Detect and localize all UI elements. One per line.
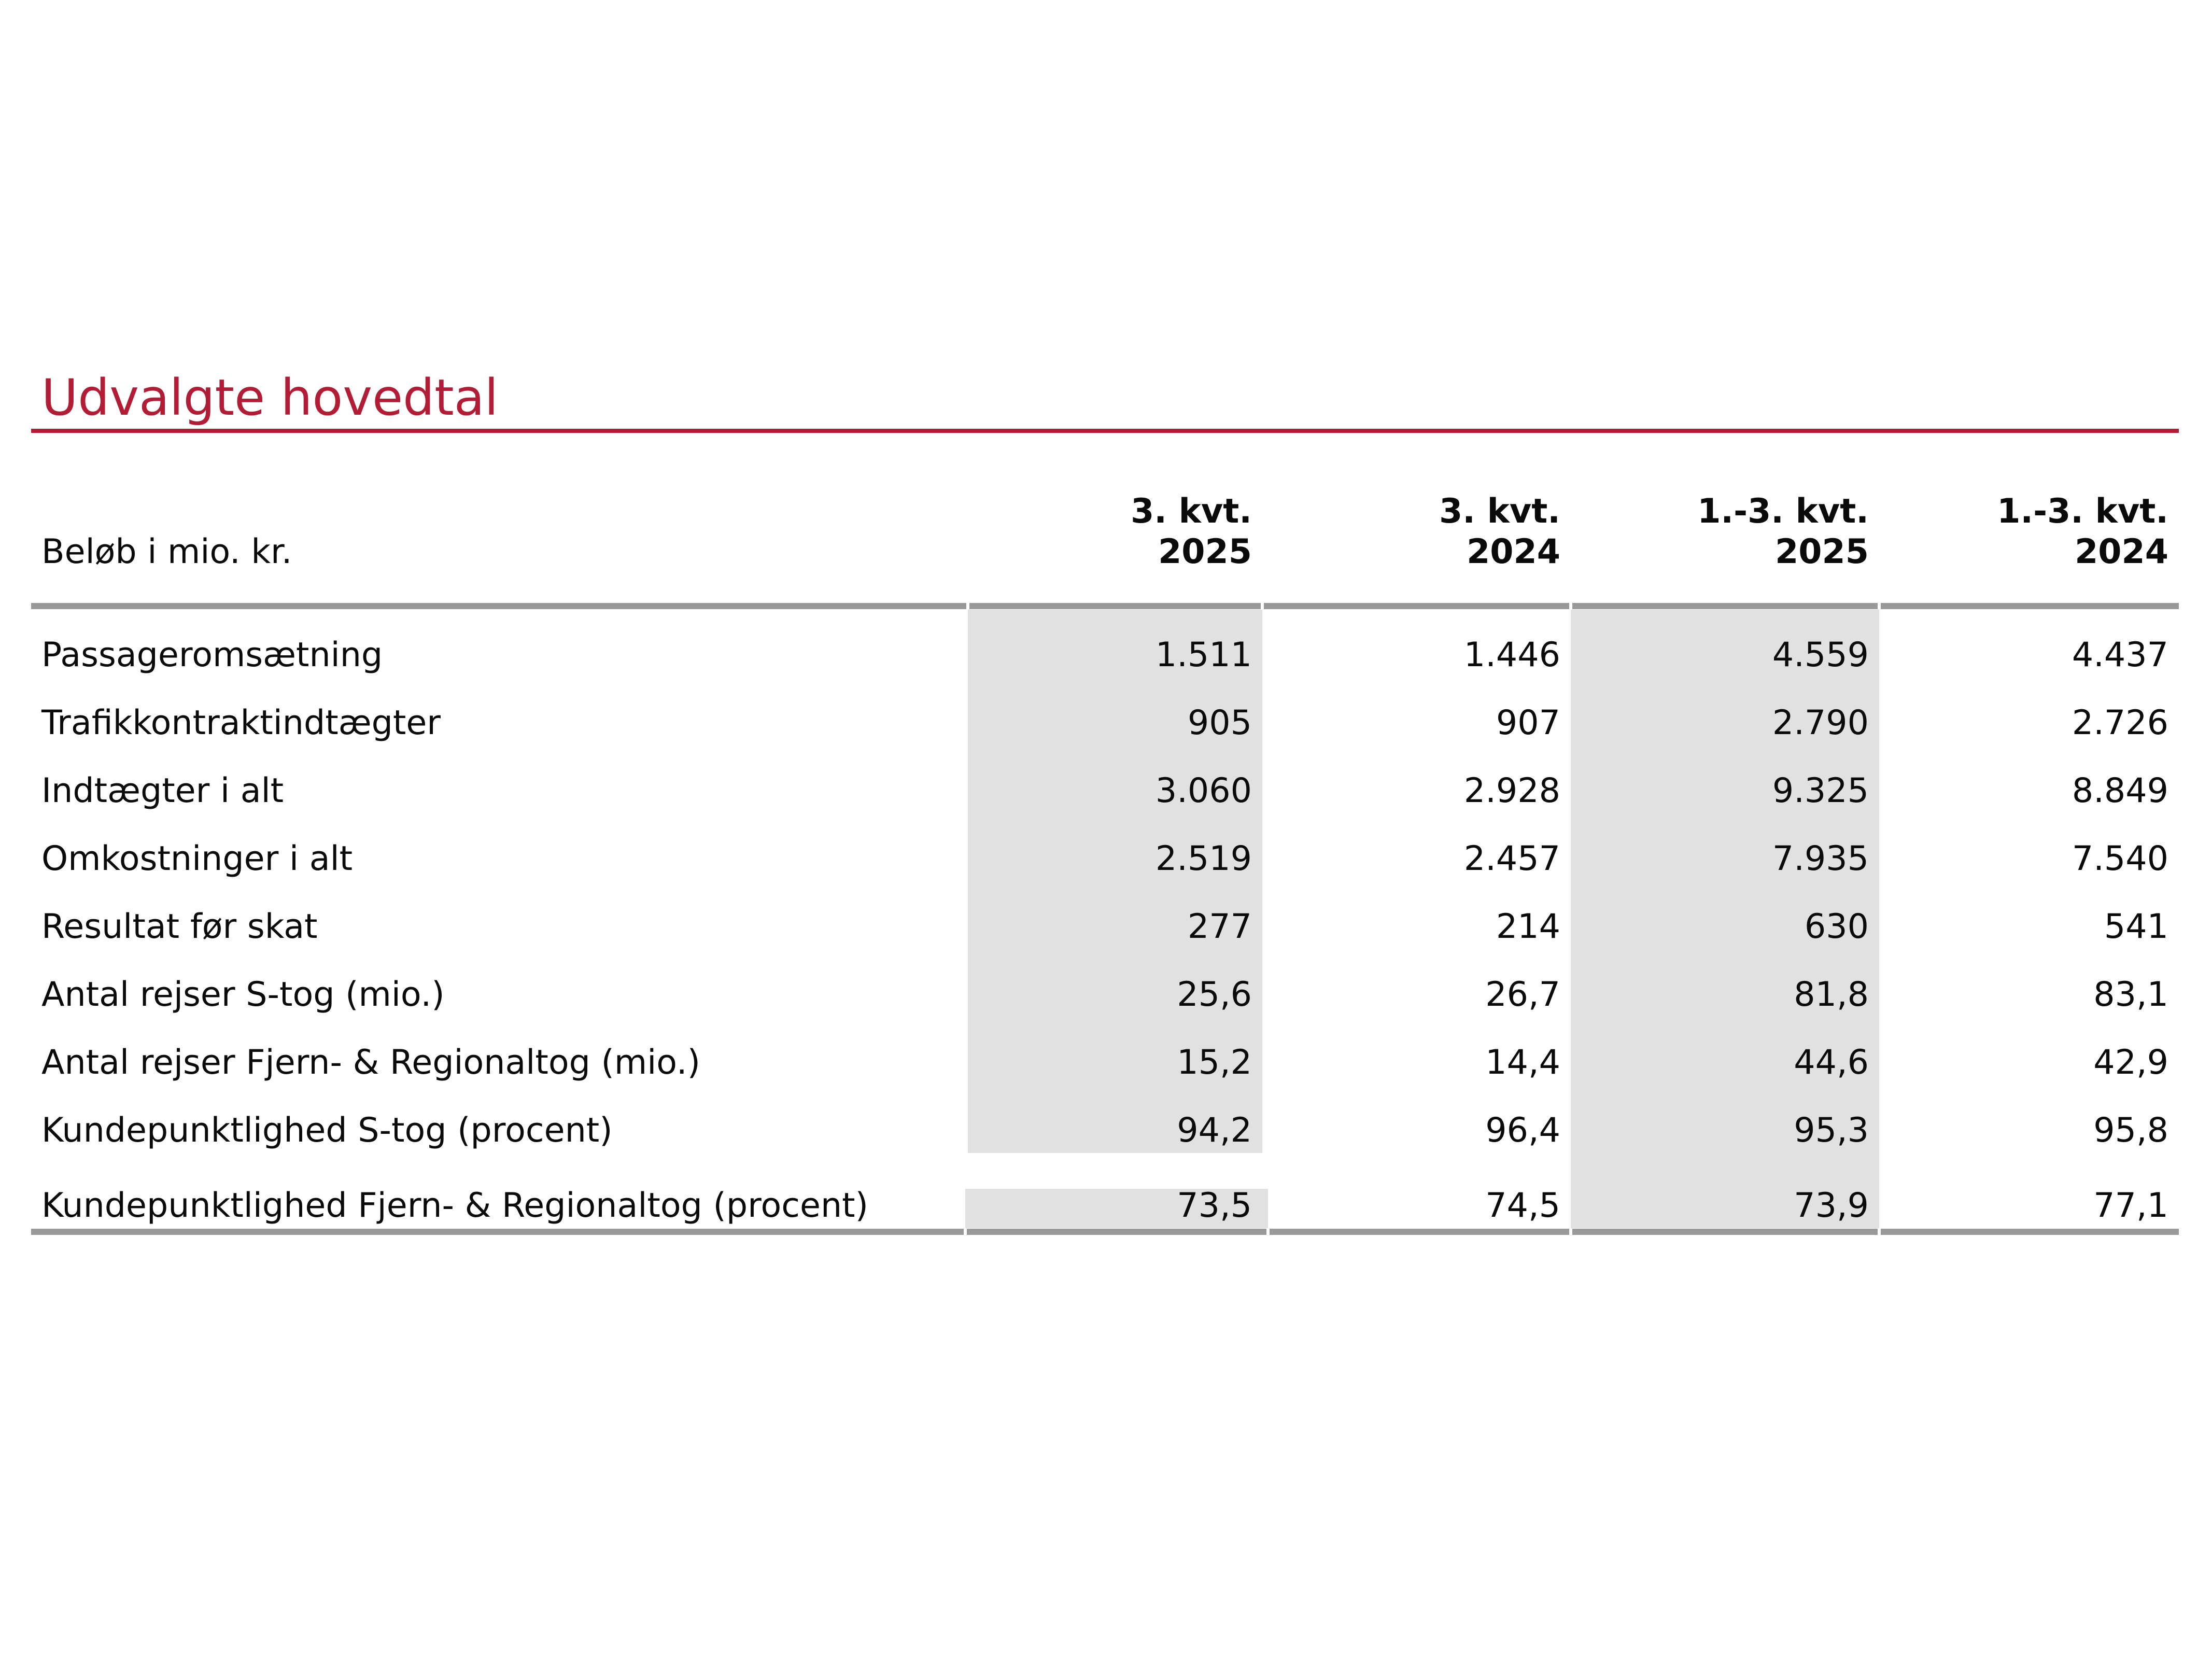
row-label: Kundepunktlighed Fjern- & Regionaltog (p… bbox=[41, 1186, 869, 1225]
cell-value: 2.457 bbox=[1463, 839, 1560, 878]
cell-value: 4.437 bbox=[2072, 636, 2168, 674]
cell-value: 907 bbox=[1496, 704, 1560, 742]
column-header-line2: 2024 bbox=[1467, 532, 1560, 571]
column-header-line1: 3. kvt. bbox=[1131, 492, 1252, 531]
cell-value: 277 bbox=[968, 881, 1262, 949]
rule-gap bbox=[964, 1229, 967, 1235]
cell-value: 1.511 bbox=[968, 610, 1262, 678]
table-row: Trafikkontraktindtægter 905 907 2.790 2.… bbox=[31, 678, 2179, 746]
column-header-line2: 2025 bbox=[1158, 532, 1252, 571]
table-header-row: Beløb i mio. kr. 3. kvt. 2025 3. kvt. 20… bbox=[31, 433, 2179, 603]
row-label: Trafikkontraktindtægter bbox=[41, 704, 441, 742]
row-label: Omkostninger i alt bbox=[41, 839, 353, 878]
cell-value: 77,1 bbox=[2093, 1186, 2168, 1225]
rule-gap bbox=[1266, 1229, 1270, 1235]
column-header-line2: 2025 bbox=[1775, 532, 1869, 571]
table-row: Antal rejser S-tog (mio.) 25,6 26,7 81,8… bbox=[31, 949, 2179, 1017]
cell-value: 25,6 bbox=[968, 949, 1262, 1017]
cell-value: 2.726 bbox=[2072, 704, 2168, 742]
cell-value: 9.325 bbox=[1571, 746, 1879, 813]
table-body: Passageromsætning 1.511 1.446 4.559 4.43… bbox=[31, 610, 2179, 1228]
table-row: Kundepunktlighed Fjern- & Regionaltog (p… bbox=[31, 1153, 2179, 1228]
cell-value: 7.935 bbox=[1571, 813, 1879, 881]
table-bottom-rule bbox=[31, 1229, 2179, 1235]
column-header-q1-3-2025: 1.-3. kvt. 2025 bbox=[1571, 491, 1879, 572]
row-label: Resultat før skat bbox=[41, 907, 318, 946]
cell-value: 905 bbox=[968, 678, 1262, 746]
cell-value: 96,4 bbox=[1485, 1111, 1560, 1150]
table-row: Passageromsætning 1.511 1.446 4.559 4.43… bbox=[31, 610, 2179, 678]
cell-value: 2.790 bbox=[1571, 678, 1879, 746]
cell-value: 630 bbox=[1571, 881, 1879, 949]
cell-value: 14,4 bbox=[1485, 1043, 1560, 1082]
header-rule bbox=[31, 603, 2179, 609]
rule-gap bbox=[1878, 603, 1881, 609]
column-header-line1: 1.-3. kvt. bbox=[1697, 492, 1869, 531]
cell-value: 2.928 bbox=[1463, 771, 1560, 810]
table-row: Antal rejser Fjern- & Regionaltog (mio.)… bbox=[31, 1017, 2179, 1085]
cell-value: 214 bbox=[1496, 907, 1560, 946]
row-label: Antal rejser S-tog (mio.) bbox=[41, 975, 445, 1014]
title-underline bbox=[31, 429, 2179, 433]
cell-value: 44,6 bbox=[1571, 1017, 1879, 1085]
cell-value: 73,9 bbox=[1571, 1153, 1879, 1228]
table-row: Omkostninger i alt 2.519 2.457 7.935 7.5… bbox=[31, 813, 2179, 881]
rule-gap bbox=[1569, 603, 1572, 609]
column-header-line1: 3. kvt. bbox=[1439, 492, 1560, 531]
cell-value: 94,2 bbox=[968, 1085, 1262, 1153]
cell-value: 3.060 bbox=[968, 746, 1262, 813]
page-title: Udvalgte hovedtal bbox=[41, 369, 499, 427]
column-header-line1: 1.-3. kvt. bbox=[1997, 492, 2168, 531]
table-row: Kundepunktlighed S-tog (procent) 94,2 96… bbox=[31, 1085, 2179, 1153]
rule-gap bbox=[966, 603, 969, 609]
cell-value: 73,5 bbox=[965, 1189, 1268, 1228]
row-label: Kundepunktlighed S-tog (procent) bbox=[41, 1111, 613, 1150]
column-header-q3-2025: 3. kvt. 2025 bbox=[968, 491, 1262, 572]
cell-value: 95,3 bbox=[1571, 1085, 1879, 1153]
cell-value: 81,8 bbox=[1571, 949, 1879, 1017]
rule-gap bbox=[1569, 1229, 1572, 1235]
cell-value: 83,1 bbox=[2093, 975, 2168, 1014]
row-label: Indtægter i alt bbox=[41, 771, 284, 810]
cell-value: 8.849 bbox=[2072, 771, 2168, 810]
cell-value: 1.446 bbox=[1463, 636, 1560, 674]
row-label: Passageromsætning bbox=[41, 636, 383, 674]
column-header-q3-2024: 3. kvt. 2024 bbox=[1262, 491, 1571, 572]
cell-value: 74,5 bbox=[1485, 1186, 1560, 1225]
cell-value: 2.519 bbox=[968, 813, 1262, 881]
column-header-line2: 2024 bbox=[2075, 532, 2168, 571]
cell-value: 26,7 bbox=[1485, 975, 1560, 1014]
cell-value: 7.540 bbox=[2072, 839, 2168, 878]
cell-value: 95,8 bbox=[2093, 1111, 2168, 1150]
unit-label: Beløb i mio. kr. bbox=[41, 532, 292, 571]
cell-value: 541 bbox=[2104, 907, 2168, 946]
column-header-q1-3-2024: 1.-3. kvt. 2024 bbox=[1879, 491, 2179, 572]
table-row: Resultat før skat 277 214 630 541 bbox=[31, 881, 2179, 949]
cell-value: 42,9 bbox=[2093, 1043, 2168, 1082]
rule-gap bbox=[1878, 1229, 1881, 1235]
table-row: Indtægter i alt 3.060 2.928 9.325 8.849 bbox=[31, 746, 2179, 813]
row-label: Antal rejser Fjern- & Regionaltog (mio.) bbox=[41, 1043, 700, 1082]
cell-value: 15,2 bbox=[968, 1017, 1262, 1085]
rule-gap bbox=[1261, 603, 1264, 609]
cell-value: 4.559 bbox=[1571, 610, 1879, 678]
